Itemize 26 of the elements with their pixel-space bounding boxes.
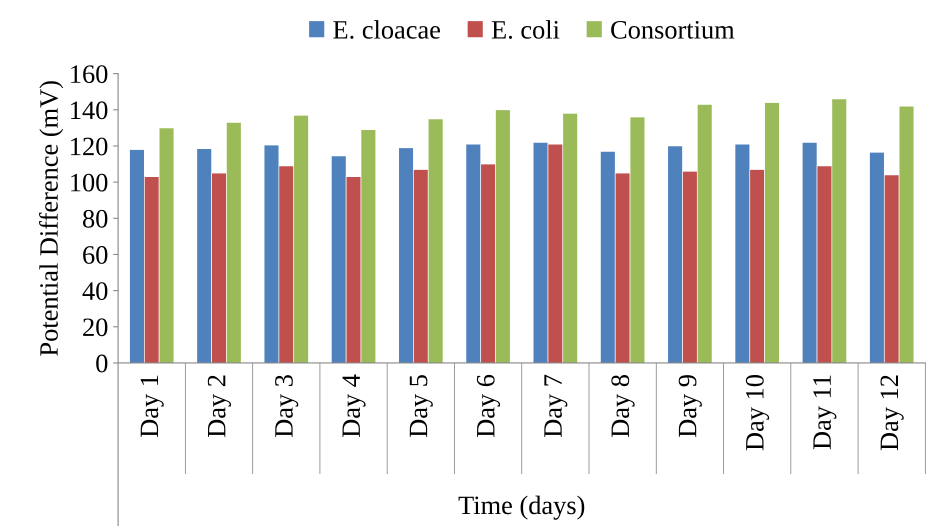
x-tick-label: Day 6: [476, 374, 500, 438]
x-tick-label: Day 1: [140, 376, 164, 438]
y-tick-label: 120: [71, 138, 108, 156]
x-axis-title: Time (days): [458, 496, 584, 520]
y-tick-label: 60: [83, 246, 108, 264]
y-tick-label: 100: [71, 174, 108, 192]
y-tick-label: 160: [71, 65, 108, 84]
y-axis-title: Potential Difference (mV): [39, 81, 64, 356]
y-tick-label: 80: [83, 210, 108, 228]
y-tick-label: 40: [82, 282, 108, 300]
y-tick-label: 0: [96, 354, 108, 372]
legend-label: E. cloacae: [333, 20, 440, 39]
legend-label: Consortium: [611, 21, 734, 39]
x-tick-label: Day 8: [611, 375, 635, 438]
y-tick-label: 20: [83, 318, 108, 336]
x-tick-label: Day 2: [208, 376, 231, 438]
x-tick-label: Day 7: [544, 374, 568, 438]
x-tick-label: Day 12: [880, 376, 904, 450]
x-tick-label: Day 9: [678, 375, 702, 438]
x-tick-label: Day 3: [275, 375, 298, 438]
x-tick-label: Day 5: [410, 375, 433, 438]
x-tick-label: Day 11: [813, 376, 836, 450]
x-tick-label: Day 10: [746, 375, 770, 450]
y-tick-label: 140: [71, 101, 108, 120]
legend-label: E. coli: [492, 20, 560, 39]
x-tick-label: Day 4: [342, 374, 366, 438]
